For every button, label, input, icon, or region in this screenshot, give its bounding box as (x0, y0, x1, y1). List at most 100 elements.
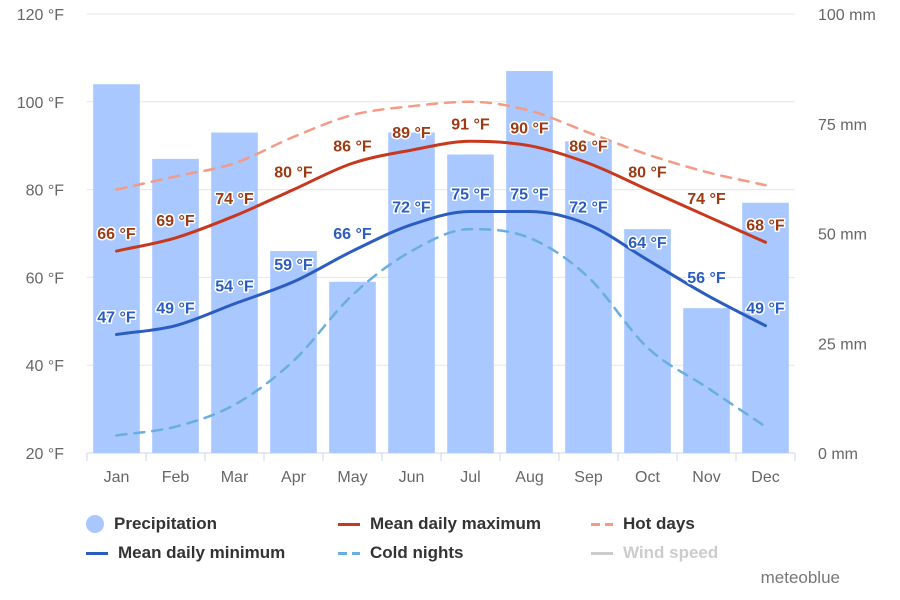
mean-daily-minimum-line (115, 210, 767, 336)
mean-max-data-label-halo: 91 °F (451, 116, 490, 133)
cold-nights-line (115, 227, 767, 437)
mean-max-data-label-halo: 86 °F (569, 138, 608, 155)
legend-label: Mean daily minimum (118, 543, 286, 562)
left-axis-tick-label: 60 °F (26, 270, 65, 287)
data-labels: 66 °F66 °F69 °F69 °F74 °F74 °F80 °F80 °F… (96, 115, 787, 328)
mean-min-legend-line (86, 545, 108, 561)
precipitation-bar (211, 132, 258, 453)
x-axis-tick-label: Jun (399, 469, 425, 486)
axes: 20 °F 40 °F 60 °F 80 °F 100 °F 120 °F 0 mm 25 m… (17, 7, 876, 486)
mean-min-data-label: 49 °F (156, 301, 195, 318)
left-axis-tick-label: 120 °F (17, 7, 65, 24)
precipitation-bar (447, 154, 494, 454)
right-axis-tick-label: 50 mm (818, 227, 867, 244)
mean-min-data-label-halo: 49 °F (746, 301, 785, 318)
x-axis-tick-label: Mar (221, 469, 249, 486)
x-axis-tick-label: May (337, 469, 367, 486)
x-axis-tick-label: Dec (751, 469, 779, 486)
mean-max-data-label: 91 °F (451, 116, 490, 133)
legend-precipitation[interactable]: Precipitation (86, 514, 217, 534)
precipitation-bars (93, 71, 789, 454)
precipitation-bar (742, 202, 789, 453)
mean-max-data-label: 66 °F (97, 226, 136, 243)
mean-min-data-label: 59 °F (274, 257, 313, 274)
precipitation-bar (683, 308, 730, 453)
mean-min-data-label: 64 °F (628, 235, 667, 252)
legend-label: Wind speed (623, 543, 719, 562)
mean-max-data-label: 90 °F (510, 121, 549, 138)
x-axis-tick-label: Sep (574, 469, 603, 486)
legend-hot-days[interactable]: Hot days (591, 514, 695, 534)
mean-min-data-label-halo: 54 °F (215, 279, 254, 296)
precipitation-legend-marker (86, 515, 104, 533)
mean-max-data-label: 74 °F (215, 191, 254, 208)
mean-max-legend-line (338, 516, 360, 532)
mean-max-data-label-halo: 74 °F (215, 191, 254, 208)
mean-max-data-label: 69 °F (156, 213, 195, 230)
mean-min-data-label: 47 °F (97, 309, 136, 326)
x-axis-tick-label: Oct (635, 469, 660, 486)
wind-speed-legend-line (591, 545, 613, 561)
legend-mean-daily-minimum[interactable]: Mean daily minimum (86, 543, 285, 563)
mean-min-data-label-halo: 66 °F (333, 226, 372, 243)
legend-wind-speed[interactable]: Wind speed (591, 543, 718, 563)
x-axis-tick-label: Aug (515, 469, 543, 486)
mean-max-data-label: 86 °F (569, 138, 608, 155)
right-axis-tick-label: 75 mm (818, 117, 867, 134)
mean-min-data-label: 54 °F (215, 279, 254, 296)
mean-max-data-label: 74 °F (687, 191, 726, 208)
legend-mean-daily-maximum[interactable]: Mean daily maximum (338, 514, 541, 534)
mean-max-data-label: 80 °F (274, 165, 313, 182)
mean-min-data-label: 75 °F (451, 187, 490, 204)
mean-max-data-label-halo: 80 °F (274, 165, 313, 182)
precipitation-bar (152, 158, 199, 453)
mean-max-data-label-halo: 86 °F (333, 138, 372, 155)
x-axis-tick-label: Apr (281, 469, 307, 486)
mean-min-data-label-halo: 56 °F (687, 270, 726, 287)
legend-label: Mean daily maximum (370, 514, 542, 533)
legend-label: Hot days (623, 514, 695, 533)
legend-cold-nights[interactable]: Cold nights (338, 543, 463, 563)
hot-days-line (115, 100, 767, 191)
x-axis-tick-label: Feb (162, 469, 190, 486)
mean-min-data-label: 72 °F (569, 200, 608, 217)
mean-min-data-label-halo: 49 °F (156, 301, 195, 318)
mean-max-data-label: 86 °F (333, 138, 372, 155)
temperature-lines (115, 100, 767, 437)
mean-min-data-label-halo: 59 °F (274, 257, 313, 274)
mean-max-data-label-halo: 66 °F (97, 226, 136, 243)
precipitation-bar (506, 71, 553, 453)
mean-min-data-label: 66 °F (333, 226, 372, 243)
mean-min-data-label: 49 °F (746, 301, 785, 318)
right-axis-tick-label: 0 mm (818, 446, 858, 463)
mean-max-data-label: 80 °F (628, 165, 667, 182)
precipitation-bar (270, 251, 317, 453)
mean-min-data-label-halo: 64 °F (628, 235, 667, 252)
mean-min-data-label-halo: 75 °F (451, 187, 490, 204)
legend-label: Cold nights (370, 543, 464, 562)
precipitation-bar (388, 132, 435, 453)
mean-min-data-label: 75 °F (510, 187, 549, 204)
right-axis-tick-label: 100 mm (818, 7, 876, 24)
brand-logo-text[interactable]: meteoblue (760, 568, 840, 587)
x-axis-tick-label: Nov (692, 469, 720, 486)
mean-max-data-label-halo: 74 °F (687, 191, 726, 208)
left-axis-tick-label: 100 °F (17, 95, 65, 112)
precipitation-bar (624, 229, 671, 453)
mean-min-data-label-halo: 72 °F (569, 200, 608, 217)
mean-max-data-label-halo: 90 °F (510, 121, 549, 138)
x-axis-tick-label: Jan (104, 469, 130, 486)
legend-label: Precipitation (114, 514, 217, 533)
mean-min-data-label: 56 °F (687, 270, 726, 287)
mean-max-data-label-halo: 89 °F (392, 125, 431, 142)
x-axis-tick-label: Jul (460, 469, 480, 486)
precipitation-bar (565, 141, 612, 453)
mean-max-data-label: 89 °F (392, 125, 431, 142)
mean-min-data-label-halo: 47 °F (97, 309, 136, 326)
mean-max-data-label-halo: 69 °F (156, 213, 195, 230)
left-axis-tick-label: 20 °F (26, 446, 65, 463)
right-axis-tick-label: 25 mm (818, 336, 867, 353)
mean-daily-maximum-line (115, 139, 767, 253)
